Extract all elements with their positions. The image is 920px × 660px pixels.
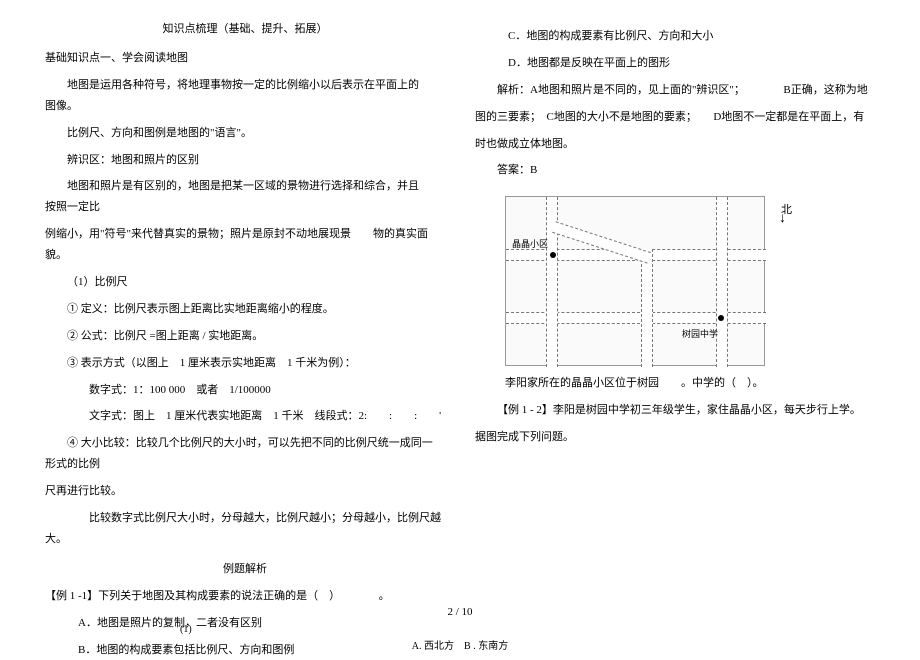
analysis-line: 图的三要素； C地图的大小不是地图的要素； D地图不一定都是在平面上，有 (475, 107, 875, 128)
list-subitem: 数字式：1：100 000 或者 1/100000 (45, 380, 445, 401)
map-caption: 李阳家所在的晶晶小区位于树园 。中学的（ ）。 (505, 374, 875, 390)
road (716, 197, 728, 367)
list-subitem: 文字式：图上 1 厘米代表实地距离 1 千米 线段式：2: : : ' (45, 406, 445, 427)
map-diagram: 北 ↓ 晶晶小区 树园中学 (505, 196, 765, 366)
paragraph: 例缩小，用"符号"来代替真实的景物；照片是原封不动地展现景 物的真实面貌。 (45, 224, 445, 266)
section-heading-1: 基础知识点一、学会阅读地图 (45, 48, 445, 69)
left-column: 知识点梳理（基础、提升、拓展） 基础知识点一、学会阅读地图 地图是运用各种符号，… (30, 20, 460, 600)
option-c: C．地图的构成要素有比例尺、方向和大小 (475, 26, 875, 47)
answer: 答案：B (475, 160, 875, 181)
list-item: 尺再进行比较。 (45, 481, 445, 502)
analysis-line: 解析：A地图和照片是不同的，见上面的"辨识区"； B正确，这称为地 (475, 80, 875, 101)
list-item: ④ 大小比较：比较几个比例尺的大小时，可以先把不同的比例尺统一成同一 形式的比例 (45, 433, 445, 475)
list-item: 比较数字式比例尺大小时，分母越大，比例尺越小；分母越小，比例尺越 大。 (45, 508, 445, 550)
list-item: ② 公式：比例尺 =图上距离 / 实地距离。 (45, 326, 445, 347)
example-1: 【例 1 -1】下列关于地图及其构成要素的说法正确的是（ ） 。 (45, 586, 445, 607)
example-2-sub: 据图完成下列问题。 (475, 427, 875, 448)
doc-title: 知识点梳理（基础、提升、拓展） (45, 20, 445, 36)
right-column: C．地图的构成要素有比例尺、方向和大小 D．地图都是反映在平面上的图形 解析：A… (460, 20, 890, 600)
list-item: ① 定义：比例尺表示图上距离比实地距离缩小的程度。 (45, 299, 445, 320)
analysis-line: 时也做成立体地图。 (475, 134, 875, 155)
option-d: D．地图都是反映在平面上的图形 (475, 53, 875, 74)
example-2: 【例 1 - 2】李阳是树园中学初三年级学生，家住晶晶小区，每天步行上学。 (475, 400, 875, 421)
road (641, 249, 653, 367)
example-heading: 例题解析 (45, 560, 445, 576)
subsection-heading: （1）比例尺 (45, 272, 445, 293)
paragraph: 比例尺、方向和图例是地图的"语言"。 (45, 123, 445, 144)
list-item: ③ 表示方式（以图上 1 厘米表示实地距离 1 千米为例）： (45, 353, 445, 374)
marker-b-label: 树园中学 (682, 327, 718, 340)
marker-a-label: 晶晶小区 (512, 237, 548, 250)
north-arrow-icon: ↓ (779, 211, 786, 227)
paragraph: 地图是运用各种符号，将地理事物按一定的比例缩小以后表示在平面上的 图像。 (45, 75, 445, 117)
paragraph: 地图和照片是有区别的，地图是把某一区域的景物进行选择和综合，并且 按照一定比 (45, 176, 445, 218)
option-a: A．地图是照片的复制，二者没有区别 (45, 613, 445, 634)
paragraph: 辨识区：地图和照片的区别 (45, 150, 445, 171)
